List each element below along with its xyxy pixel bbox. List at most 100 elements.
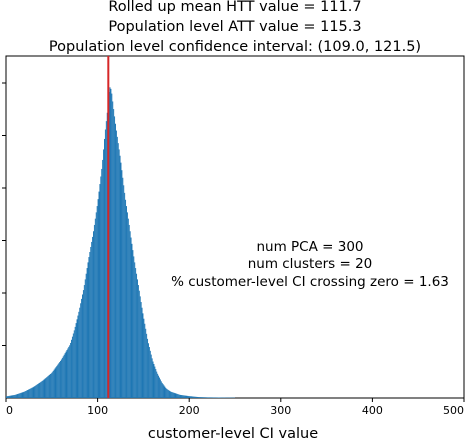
histogram-bar [199, 397, 201, 398]
histogram-bar [201, 397, 203, 398]
histogram-bar [14, 394, 16, 398]
histogram-bar [98, 191, 100, 398]
histogram-bar [207, 397, 209, 398]
histogram-bar [136, 279, 138, 398]
histogram-bar [124, 192, 126, 398]
histogram-bar [78, 311, 80, 398]
histogram-bar [63, 354, 65, 398]
x-tick-label: 100 [87, 404, 108, 417]
x-tick-label: 500 [443, 404, 464, 417]
histogram-bar [95, 212, 97, 398]
histogram-bar [122, 177, 124, 398]
histogram-bar [27, 390, 29, 398]
histogram-bar [175, 393, 177, 398]
histogram-bar [161, 382, 163, 398]
histogram-bar [158, 377, 160, 398]
histogram-bar [88, 257, 90, 398]
y-axis-ticks [2, 82, 6, 346]
histogram-bar [188, 396, 190, 398]
histogram-bar [38, 382, 40, 398]
histogram-bar [213, 397, 214, 398]
histogram-bar [66, 350, 68, 398]
histogram-bar [6, 396, 8, 398]
histogram-bar [147, 343, 149, 398]
histogram-bar [210, 397, 212, 398]
histogram-bar [172, 392, 174, 398]
histogram-bar [121, 170, 123, 398]
histogram-bar [38, 383, 40, 398]
histogram-bar [137, 285, 139, 398]
histogram-bar [212, 397, 214, 398]
histogram-bar [165, 387, 167, 398]
histogram-bar [86, 268, 88, 398]
histogram-bar [109, 87, 111, 398]
histogram-bar [10, 395, 12, 398]
histogram-bar [80, 303, 82, 398]
chart-title-line-3: Population level confidence interval: (1… [49, 39, 421, 55]
histogram-bar [123, 185, 125, 398]
histogram-bar [154, 366, 156, 398]
histogram-bar [103, 149, 105, 398]
histogram-bar [173, 392, 175, 398]
histogram-bar [145, 328, 147, 398]
histogram-bar [202, 397, 203, 398]
histogram-bar [42, 380, 44, 398]
histogram-bar [117, 143, 119, 398]
histogram-bar [21, 392, 23, 398]
histogram-bar [129, 231, 131, 398]
x-axis-ticks: 0 100 200 300 400 500 [5, 398, 465, 417]
histogram-bar [41, 381, 43, 398]
histogram-bar [97, 199, 99, 398]
histogram-bar [169, 391, 171, 398]
histogram-bar [106, 112, 108, 398]
histogram-bar [18, 393, 20, 398]
histogram-bar [163, 385, 165, 398]
histogram-bar [72, 333, 74, 398]
histogram-bar [53, 369, 55, 398]
histogram-bar [209, 397, 211, 398]
histogram-bar [162, 384, 164, 398]
histogram-bar [196, 396, 198, 398]
x-tick-label: 0 [6, 404, 13, 417]
histogram-bar [177, 394, 179, 398]
histogram-bar [9, 395, 11, 398]
histogram-bar [52, 370, 54, 398]
histogram-bar [81, 298, 83, 398]
histogram-bar [153, 364, 155, 398]
x-axis-label: customer-level CI value [148, 426, 318, 440]
histogram-bar [119, 155, 121, 398]
histogram-bar [132, 250, 134, 398]
x-tick-label: 400 [362, 404, 383, 417]
x-tick-label: 200 [179, 404, 200, 417]
histogram-bar [71, 336, 73, 398]
histogram-bar [82, 290, 84, 398]
histogram-bar [29, 388, 31, 398]
histogram-bar [168, 390, 170, 398]
histogram-bar [167, 389, 169, 398]
histogram-bar [85, 273, 87, 398]
histogram-bar [59, 362, 61, 398]
histogram-bar [50, 373, 52, 398]
histogram-bar [139, 296, 141, 398]
histogram-bar [79, 307, 81, 398]
histogram-bar [176, 393, 178, 398]
histogram-bar [87, 262, 89, 398]
histogram-bar [34, 386, 36, 398]
histogram-bar [83, 285, 85, 398]
histogram-bar [125, 199, 127, 398]
histogram-bar [19, 393, 21, 398]
histogram-bar [126, 212, 128, 398]
histogram-bar [217, 397, 219, 398]
histogram-bar [180, 394, 182, 398]
histogram-bar [31, 387, 33, 398]
histogram-bar [146, 333, 148, 398]
histogram-bar [7, 396, 9, 398]
histogram-bar [32, 387, 34, 398]
histogram-bar [151, 358, 153, 398]
histogram-bar [194, 396, 196, 398]
histogram-bar [77, 315, 79, 398]
histogram-bar [104, 129, 106, 398]
histogram-bar [138, 290, 140, 398]
histogram-bar [65, 351, 67, 398]
